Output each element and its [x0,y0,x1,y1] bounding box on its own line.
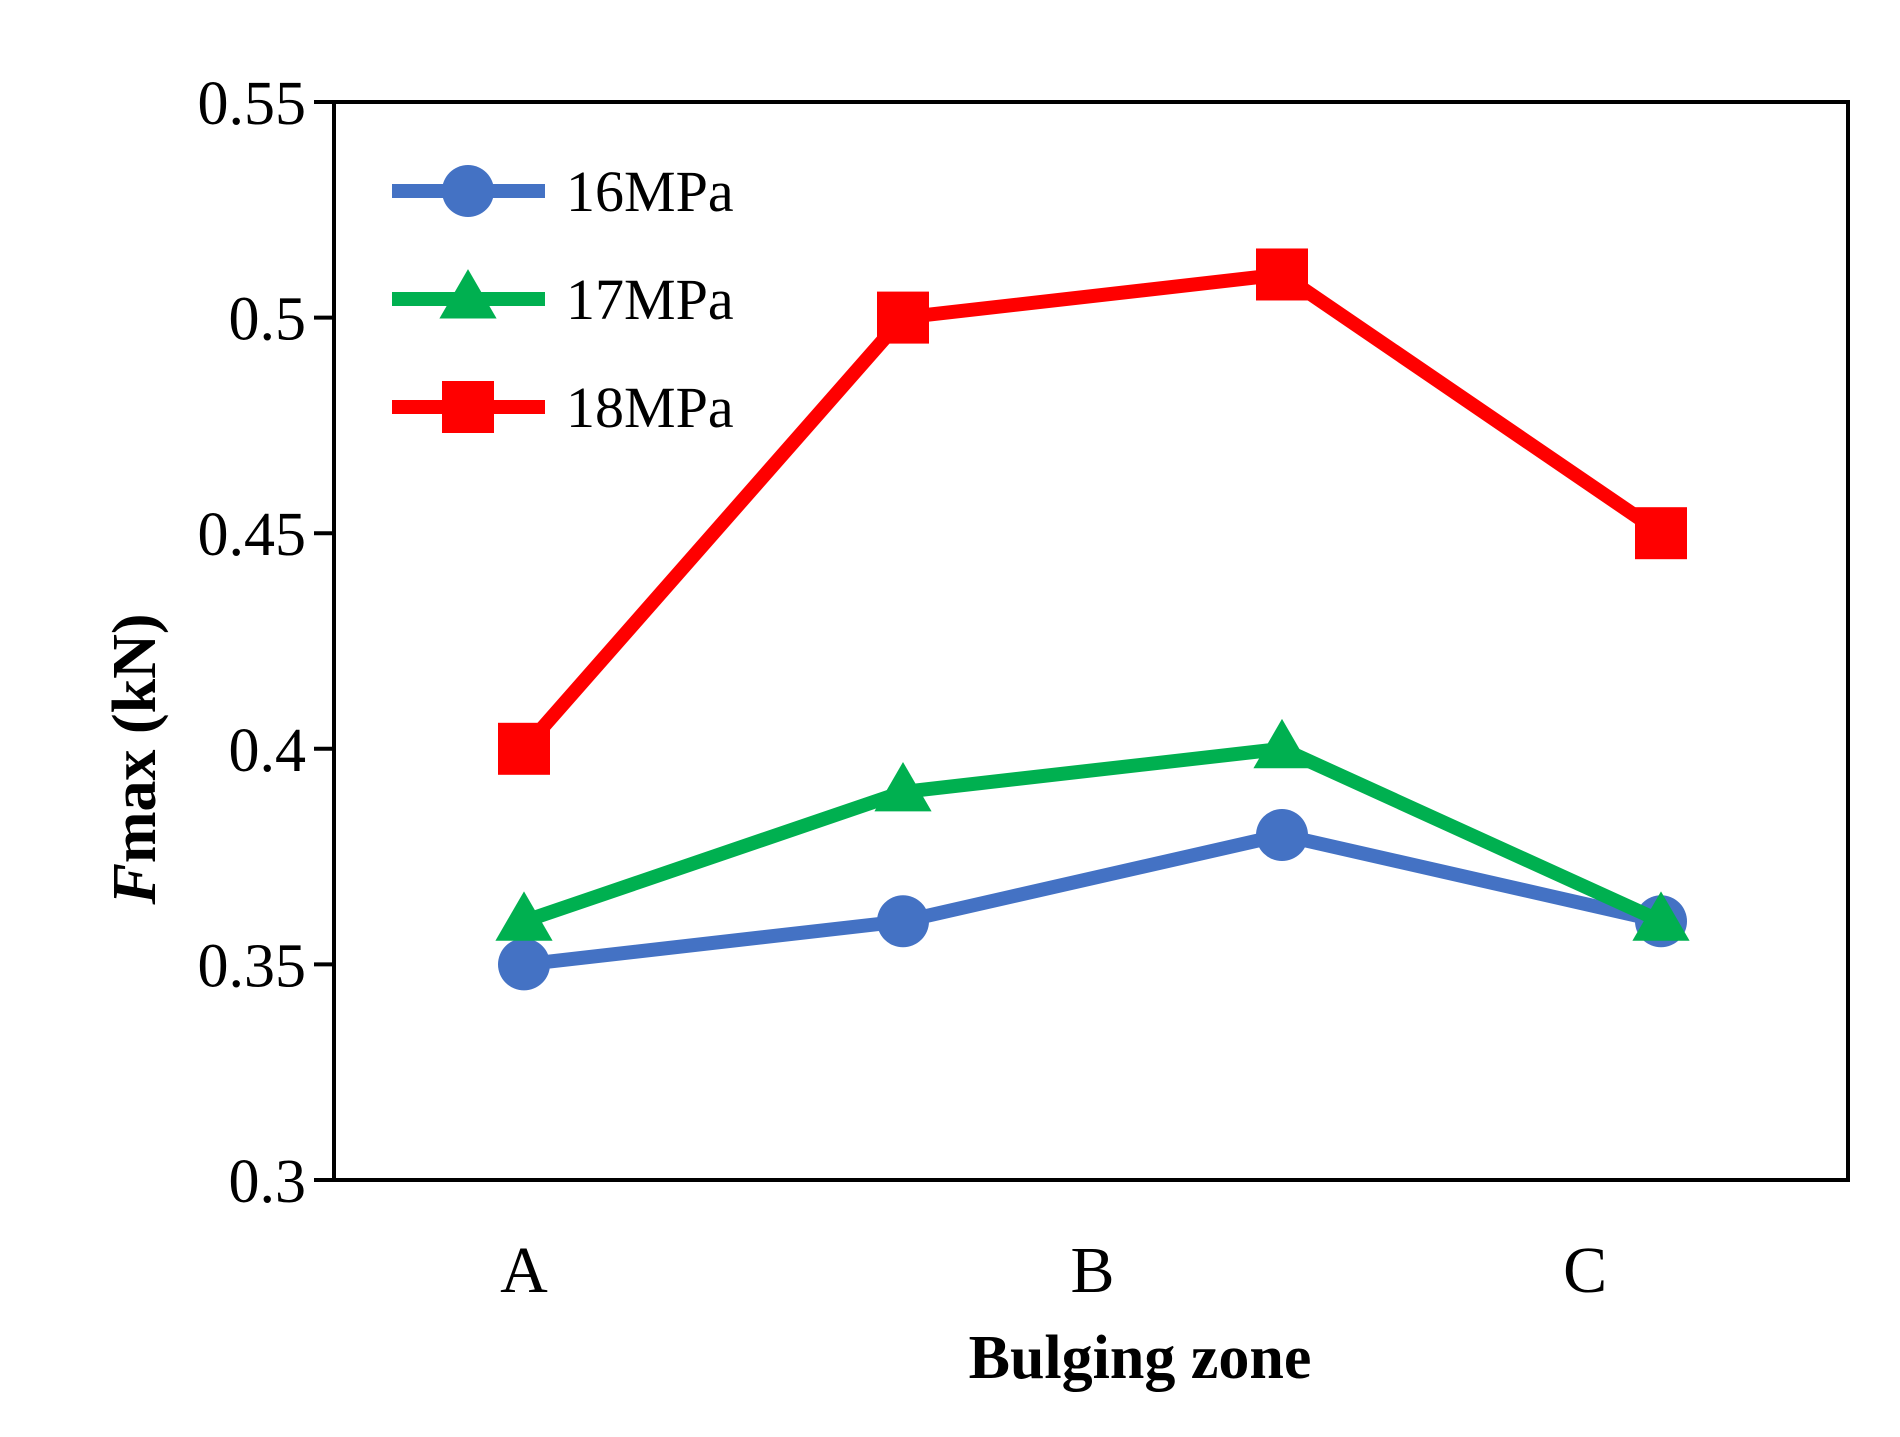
data-point-marker [877,291,929,344]
data-point-marker [1635,507,1687,560]
legend-entry: 16MPa [392,159,734,224]
y-tick-label: 0.55 [198,70,307,138]
legend-entry: 17MPa [392,267,734,332]
series-18MPa [498,248,1687,775]
data-point-marker [1256,248,1308,301]
x-category-label: B [1070,1234,1114,1307]
y-axis-title-italic: F [101,863,169,905]
y-tick-label: 0.35 [198,932,307,1000]
y-axis-title: Fmax (kN) [101,613,169,905]
data-point-marker [498,938,550,991]
series-line [517,267,1668,756]
data-point-marker [495,891,553,941]
plot-area-frame [332,100,1850,1182]
y-tick-label: 0.3 [229,1148,307,1216]
x-axis-title: Bulging zone [969,1324,1312,1392]
data-point-marker [1253,718,1311,769]
legend-marker [439,269,497,319]
series-layer [495,248,1690,991]
legend-label: 16MPa [566,159,734,224]
series-line [517,741,1668,929]
data-point-marker [877,895,929,948]
y-tick-label: 0.45 [198,501,307,569]
legend: 16MPa 17MPa 18MPa [392,159,734,440]
legend-label: 17MPa [566,267,734,332]
x-axis-category-labels: A B C [500,1234,1607,1307]
x-category-label: A [500,1234,548,1307]
series-line [517,828,1668,972]
series-16MPa [498,809,1687,991]
data-point-marker [874,762,932,812]
y-axis-ticks: 0.3 0.35 0.4 0.45 0.5 0.55 [198,70,334,1216]
series-17MPa [495,718,1690,941]
legend-marker [442,165,494,217]
y-tick-label: 0.5 [229,286,307,354]
data-point-marker [498,722,550,775]
y-axis-title-rest: max (kN) [101,613,169,863]
data-point-marker [1632,891,1690,941]
data-point-marker [1256,809,1308,862]
x-category-label: C [1563,1234,1607,1307]
legend-marker [442,381,494,433]
y-tick-label: 0.4 [229,717,307,785]
legend-entry: 18MPa [392,375,734,440]
legend-label: 18MPa [566,375,734,440]
